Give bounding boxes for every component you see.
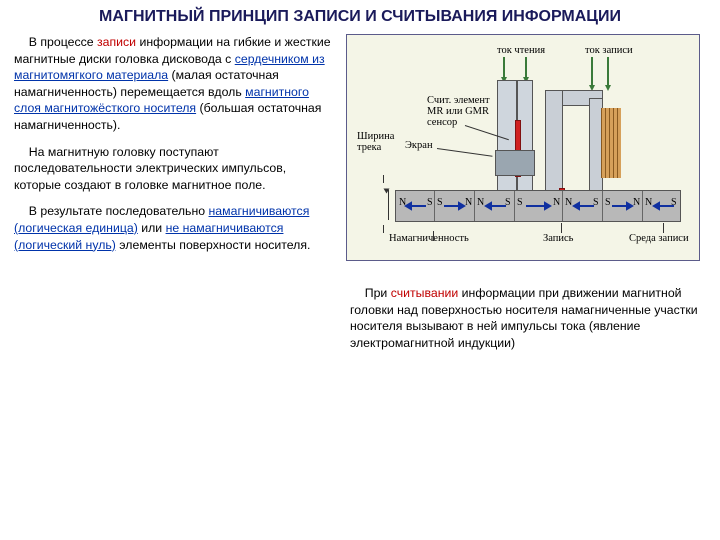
pole-label: S — [605, 197, 611, 208]
dim-line — [388, 190, 389, 220]
pole-label: S — [505, 197, 511, 208]
left-column: В процессе записи информации на гибкие и… — [14, 34, 346, 364]
wire — [525, 57, 527, 79]
pole-label: S — [671, 197, 677, 208]
shield-block — [495, 150, 535, 176]
lbl-medium: Среда записи — [629, 233, 689, 244]
wire — [607, 57, 609, 87]
t: сенсор — [427, 117, 457, 128]
page-title: МАГНИТНЫЙ ПРИНЦИП ЗАПИСИ И СЧИТЫВАНИЯ ИН… — [0, 0, 720, 30]
t: трека — [357, 142, 381, 153]
lbl-magnetization: Намагниченность — [389, 233, 469, 244]
para-3: В результате последовательно намагничива… — [14, 203, 334, 253]
t: Счит. элемент — [427, 95, 490, 106]
content: В процессе записи информации на гибкие и… — [0, 30, 720, 368]
write-yoke-left — [545, 90, 563, 192]
lbl-read-current: ток чтения — [497, 45, 545, 56]
lbl-write-current: ток записи — [585, 45, 633, 56]
write-head — [545, 90, 617, 190]
domain-arrow-icon — [524, 200, 554, 212]
sep — [642, 191, 643, 221]
coil — [617, 108, 621, 178]
dim-line — [383, 175, 384, 183]
lbl-read-element: Счит. элемент MR или GMR сенсор — [427, 95, 490, 128]
right-para: При считывании информации при движении м… — [346, 285, 706, 351]
page: МАГНИТНЫЙ ПРИНЦИП ЗАПИСИ И СЧИТЫВАНИЯ ИН… — [0, 0, 720, 540]
pole-label: N — [477, 197, 484, 208]
t: элементы поверхности носителя. — [116, 238, 311, 252]
pole-label: N — [553, 197, 560, 208]
t: или — [138, 221, 166, 235]
para-1: В процессе записи информации на гибкие и… — [14, 34, 334, 134]
sep — [562, 191, 563, 221]
dim-line — [383, 225, 384, 233]
pole-label: N — [465, 197, 472, 208]
pole-label: S — [517, 197, 523, 208]
pole-label: N — [645, 197, 652, 208]
pole-label: S — [593, 197, 599, 208]
sep — [602, 191, 603, 221]
pole-label: N — [399, 197, 406, 208]
pole-label: S — [427, 197, 433, 208]
wire — [591, 57, 593, 87]
t: В процессе — [29, 35, 97, 49]
t: При — [365, 286, 391, 300]
hl-zapis: записи — [97, 35, 136, 49]
pole-label: N — [565, 197, 572, 208]
dim-arrow — [384, 189, 390, 194]
pole-label: N — [633, 197, 640, 208]
wire — [503, 57, 505, 79]
lbl-write: Запись — [543, 233, 573, 244]
leader-line — [663, 223, 664, 233]
sep — [514, 191, 515, 221]
pole-label: S — [437, 197, 443, 208]
sep — [474, 191, 475, 221]
right-column: ток чтения ток записи — [346, 34, 706, 364]
t: Ширина — [357, 131, 394, 142]
lbl-track-width: Ширина трека — [357, 131, 394, 153]
magnetic-head-diagram: ток чтения ток записи — [346, 34, 700, 261]
sep — [434, 191, 435, 221]
leader-line — [433, 231, 434, 241]
lbl-shield: Экран — [405, 140, 433, 151]
t: В результате последовательно — [29, 204, 209, 218]
leader-line — [437, 148, 493, 157]
hl-read: считывании — [391, 286, 459, 300]
para-2: На магнитную головку поступают последова… — [14, 144, 334, 194]
leader-line — [561, 223, 562, 233]
t: MR или GMR — [427, 106, 489, 117]
